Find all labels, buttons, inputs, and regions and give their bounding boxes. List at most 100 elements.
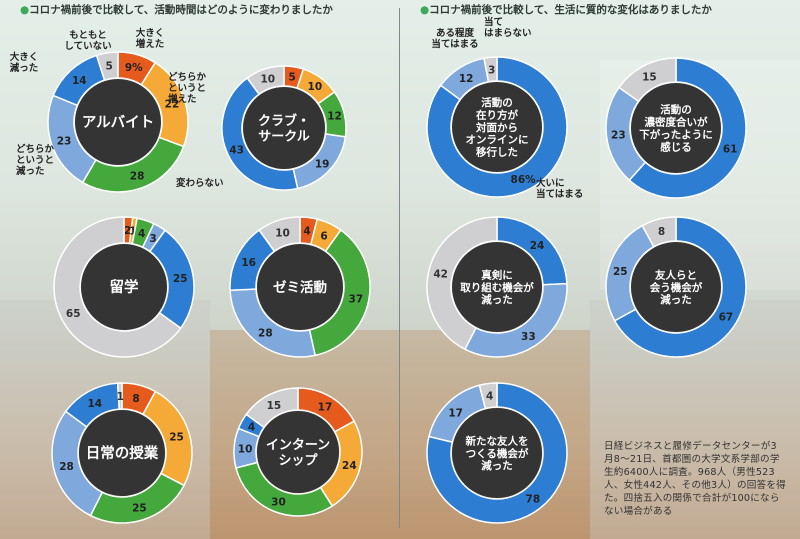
- slice-value-label: 28: [258, 327, 273, 339]
- chart-title: 濃密度合いが: [645, 116, 708, 129]
- chart-title: つくる機会が: [466, 447, 529, 460]
- slice-value-label: 25: [132, 502, 147, 514]
- slice-3: [308, 229, 371, 357]
- slice-value-label: 12: [327, 111, 342, 123]
- slice-1: [426, 382, 568, 524]
- chart-title: 感じる: [660, 140, 692, 153]
- center-disc: [257, 411, 339, 493]
- donut-chart-5: 8 25 25 28 14 1 日常の授業: [51, 382, 193, 524]
- slice-value-label: 30: [271, 496, 286, 508]
- chart-title: 減った: [481, 459, 513, 472]
- slice-6: [95, 51, 119, 82]
- slice-3: [617, 57, 677, 103]
- slice-value-label: 43: [229, 145, 244, 157]
- chart-title: インターン: [266, 438, 330, 453]
- slice-value-label: 3: [149, 233, 156, 245]
- legend-label-somewhat: ある程度: [436, 27, 475, 39]
- chart-title: 新たな友人を: [466, 434, 529, 447]
- slice-6: [53, 216, 182, 358]
- right-header-text: コロナ禍前後で比較して、生活に質的な変化はありましたか: [429, 4, 712, 16]
- slice-value-label: 8: [132, 393, 139, 405]
- slice-3: [426, 216, 498, 351]
- chart-title: 在り方が: [476, 108, 518, 121]
- chart-title: 下がったように: [639, 128, 713, 141]
- slice-value-label: 86%: [511, 174, 537, 186]
- chart-title: 友人らと: [654, 268, 697, 281]
- survey-note: 日経ビジネスと履修データセンターが3月8～21日、首都圏の大学文系学部の学生約6…: [604, 441, 786, 517]
- legend-label-not-doing: していない: [64, 41, 111, 52]
- slice-value-label: 42: [433, 268, 448, 280]
- left-header-text: コロナ禍前後で比較して、活動時間はどのように変わりましたか: [29, 4, 333, 16]
- legend-label-somewhat-decreased: 減った: [16, 165, 45, 177]
- chart-title: クラブ・: [258, 113, 310, 129]
- slice-value-label: 65: [66, 308, 81, 320]
- chart-title: ゼミ活動: [273, 279, 327, 296]
- slice-value-label: 61: [723, 144, 738, 156]
- slice-value-label: 25: [173, 273, 188, 285]
- legend-label-greatly-increased: 大きく: [136, 27, 165, 39]
- legend-label-unchanged: 変わらない: [176, 177, 224, 189]
- center-disc: [631, 83, 721, 173]
- slice-value-label: 17: [318, 401, 333, 413]
- slice-value-label: 1: [117, 391, 124, 403]
- slice-value-label: 15: [267, 400, 282, 412]
- bullet-icon: ●: [20, 4, 30, 16]
- slice-value-label: 25: [169, 431, 184, 443]
- legend-label-not-doing: もともと: [69, 30, 107, 41]
- slice-value-label: 23: [611, 129, 626, 141]
- center-disc: [257, 244, 343, 330]
- slice-value-label: 6: [320, 230, 327, 242]
- center-disc: [452, 82, 542, 172]
- slice-1: [426, 56, 568, 198]
- slice-value-label: 28: [130, 171, 145, 183]
- slice-3: [641, 216, 677, 248]
- legend-label-somewhat-decreased: というと: [16, 155, 54, 166]
- chart-title: 留学: [110, 278, 139, 296]
- slice-6: [245, 387, 299, 429]
- legend-label-somewhat-decreased: どちらか: [16, 143, 55, 155]
- legend-label-not: はまらない: [484, 27, 532, 39]
- donut-chart-3: 21 4 3 25 65 留学: [53, 216, 195, 358]
- section-divider: [399, 8, 400, 528]
- right-section-header: ●コロナ禍前後で比較して、生活に質的な変化はありましたか: [420, 2, 712, 17]
- slice-value-label: 78: [526, 494, 541, 506]
- slice-value-label: 4: [248, 421, 255, 433]
- center-disc: [79, 410, 165, 496]
- slice-value-label: 33: [521, 331, 536, 343]
- donut-chart-4: 4 6 37 28 16 10 ゼミ活動: [229, 216, 371, 358]
- center-disc: [75, 79, 161, 165]
- slice-value-label: 1: [129, 226, 136, 238]
- slice-6: [116, 382, 123, 410]
- slice-value-label: 9%: [125, 62, 143, 74]
- bullet-icon: ●: [420, 4, 430, 16]
- slice-value-label: 4: [303, 225, 310, 237]
- chart-title: 取り組む機会が: [460, 281, 534, 294]
- slice-value-label: 14: [72, 75, 87, 87]
- slice-value-label: 2: [124, 225, 131, 237]
- slice-6: [258, 216, 301, 253]
- left-section-header: ●コロナ禍前後で比較して、活動時間はどのように変わりましたか: [20, 2, 333, 17]
- slice-value-label: 16: [241, 257, 256, 269]
- slice-value-label: 5: [289, 72, 296, 84]
- chart-title: シップ: [278, 453, 318, 468]
- slice-value-label: 22: [165, 99, 180, 111]
- slice-value-label: 24: [530, 240, 545, 252]
- chart-title: 減った: [481, 293, 513, 306]
- chart-title: 活動の: [481, 96, 513, 109]
- chart-title: 真剣に: [481, 268, 513, 281]
- legend-label-strongly: 当てはまる: [536, 188, 583, 200]
- legend-label-strongly: 大いに: [536, 177, 565, 189]
- slice-6: [246, 65, 285, 96]
- donut-chart-2: 5 10 12 19 43 10 クラブ・サークル: [221, 65, 347, 191]
- legend-label-greatly-decreased: 減った: [10, 62, 39, 74]
- center-disc: [243, 87, 325, 169]
- legend-label-not: 当て: [484, 16, 503, 28]
- center-disc: [631, 242, 721, 332]
- slice-value-label: 10: [308, 81, 323, 93]
- slice-value-label: 3: [488, 64, 495, 76]
- slice-value-label: 5: [106, 61, 113, 73]
